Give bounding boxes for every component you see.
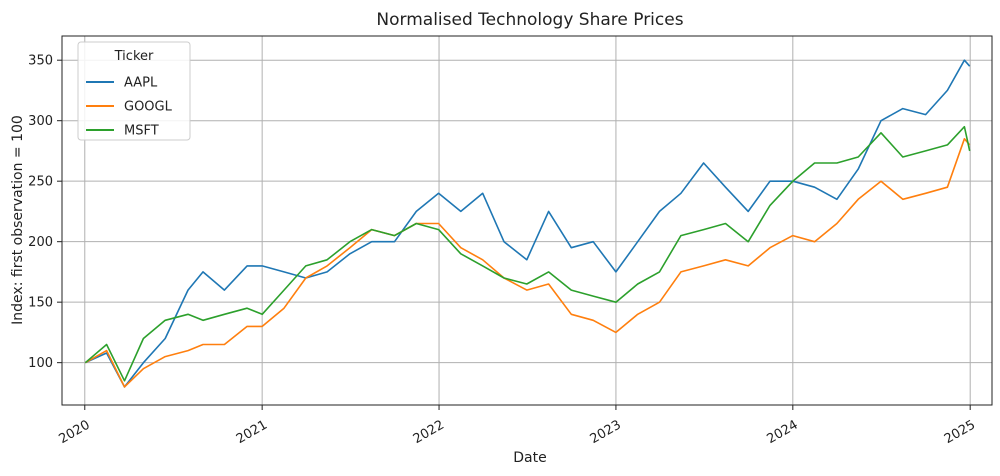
x-tick-label: 2021	[234, 418, 270, 448]
x-tick-label: 2022	[411, 418, 447, 448]
y-tick-label: 250	[28, 175, 53, 190]
y-axis-title: Index: first observation = 100	[10, 115, 26, 325]
y-tick-label: 100	[28, 356, 53, 371]
y-tick-label: 200	[28, 235, 53, 250]
x-axis-title: Date	[513, 450, 546, 466]
legend-title: Ticker	[114, 49, 154, 64]
legend-label-aapl: AAPL	[124, 76, 158, 91]
x-tick-label: 2025	[942, 418, 978, 448]
chart-title: Normalised Technology Share Prices	[376, 10, 683, 30]
series-line-googl	[84, 138, 971, 388]
x-tick-label: 2023	[588, 418, 624, 448]
plot-frame	[61, 35, 993, 406]
legend: Ticker AAPL GOOGL MSFT	[77, 41, 191, 141]
series-lines	[84, 59, 971, 388]
y-tick-label: 150	[28, 296, 53, 311]
axes	[61, 35, 993, 406]
legend-box	[77, 41, 191, 141]
x-tick-label: 2024	[765, 418, 801, 448]
series-line-aapl	[84, 59, 971, 388]
legend-label-googl: GOOGL	[124, 100, 173, 115]
y-axis-ticks: 100 150 200 250 300 350	[28, 54, 62, 371]
x-tick-label: 2020	[56, 418, 92, 448]
series-line-msft	[84, 125, 971, 382]
x-axis-ticks: 2020 2021 2022 2023 2024 2025	[56, 405, 978, 447]
grid	[62, 36, 992, 405]
y-tick-label: 350	[28, 54, 53, 69]
legend-label-msft: MSFT	[124, 124, 159, 139]
y-tick-label: 300	[28, 114, 53, 129]
